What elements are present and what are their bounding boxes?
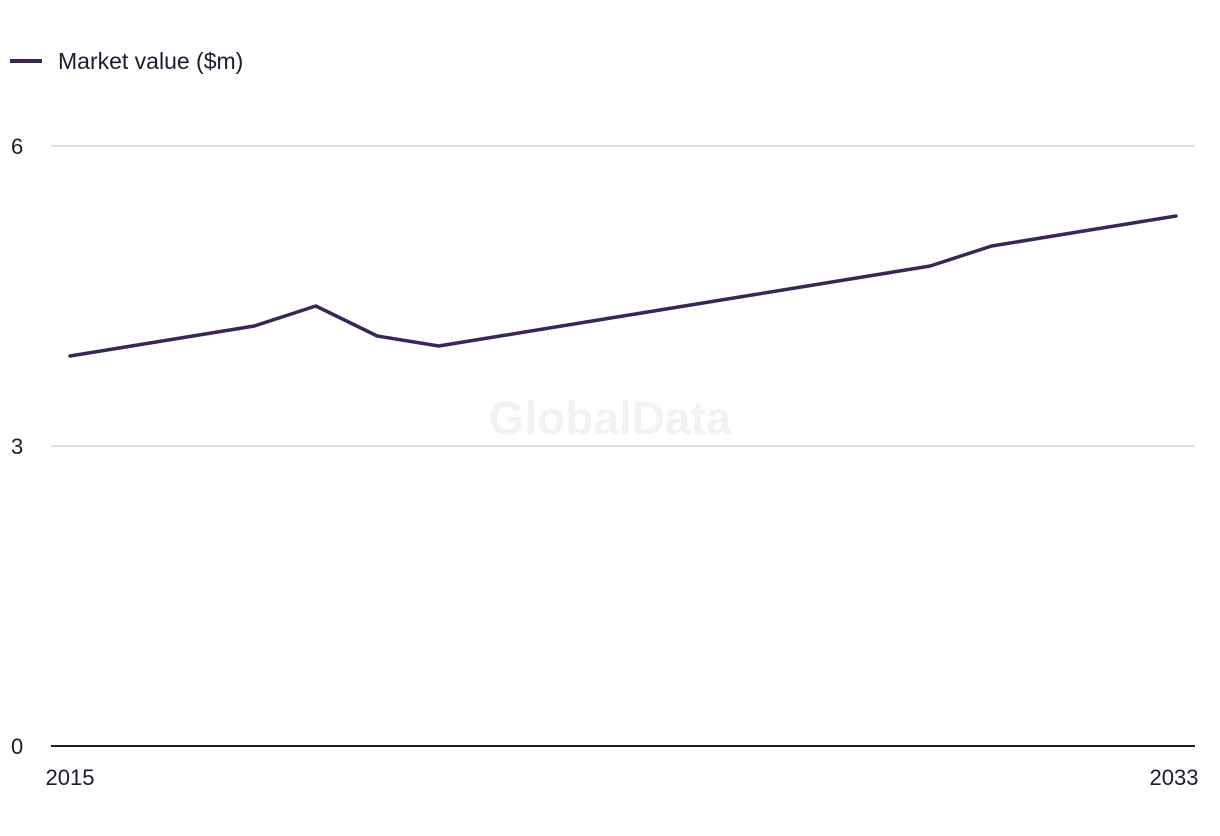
legend-label: Market value ($m) [58,48,243,74]
y-tick-label: 0 [11,734,23,759]
x-tick-label: 2015 [46,765,95,790]
y-axis-labels: 0 3 6 [11,134,23,759]
y-tick-label: 3 [11,434,23,459]
watermark-logo: GlobalData [489,392,732,444]
x-axis-labels: 2015 2033 [46,765,1199,790]
x-tick-label: 2033 [1150,765,1199,790]
series-line [68,214,1178,358]
y-tick-label: 6 [11,134,23,159]
gridlines [51,145,1195,447]
legend: Market value ($m) [10,48,243,74]
series-layer [68,214,1178,358]
